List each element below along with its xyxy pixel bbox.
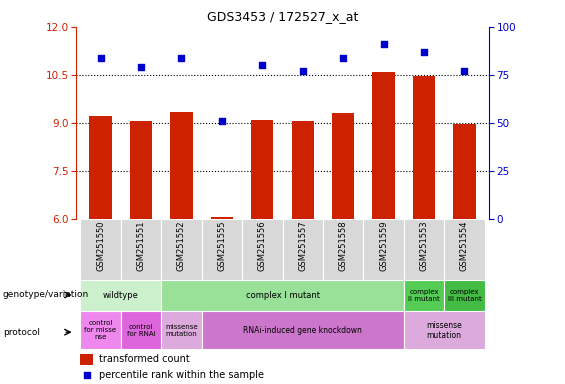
Bar [121,311,161,349]
Bar [332,113,354,219]
Text: missense
mutation: missense mutation [165,324,198,337]
Bar [161,311,202,349]
Point [137,64,146,70]
Text: GDS3453 / 172527_x_at: GDS3453 / 172527_x_at [207,10,358,23]
Text: GSM251555: GSM251555 [218,221,227,271]
Text: transformed count: transformed count [99,354,190,364]
Bar [444,280,485,311]
Bar [372,72,395,219]
Bar [363,219,404,280]
Text: GSM251559: GSM251559 [379,221,388,271]
Bar [444,219,485,280]
Point [419,49,428,55]
Bar [323,219,363,280]
Point [298,68,307,74]
Bar [170,112,193,219]
Bar [161,219,202,280]
Bar [404,219,444,280]
Text: GSM251553: GSM251553 [420,221,428,271]
Text: GSM251552: GSM251552 [177,221,186,271]
Point [379,41,388,47]
Bar [404,280,444,311]
Bar [292,121,314,219]
Bar [413,76,435,219]
Text: wildtype: wildtype [103,291,138,300]
Text: GSM251557: GSM251557 [298,221,307,271]
Point [258,62,267,68]
Point [96,55,105,61]
Text: genotype/variation: genotype/variation [3,290,89,300]
Text: complex
II mutant: complex II mutant [408,289,440,302]
Bar [80,311,121,349]
Point [460,68,469,74]
Text: missense
mutation: missense mutation [427,321,462,340]
Bar [80,219,121,280]
Text: GSM251558: GSM251558 [338,221,347,271]
Bar [121,219,161,280]
Text: control
for misse
nse: control for misse nse [85,320,116,340]
Text: RNAi-induced gene knockdown: RNAi-induced gene knockdown [244,326,362,335]
Point [177,55,186,61]
Text: control
for RNAi: control for RNAi [127,324,155,337]
Text: protocol: protocol [3,328,40,337]
Bar [211,217,233,219]
Bar [202,311,404,349]
Bar [80,280,161,311]
Bar [453,124,476,219]
Text: GSM251550: GSM251550 [96,221,105,271]
Bar [130,121,152,219]
Text: GSM251556: GSM251556 [258,221,267,271]
Text: complex I mutant: complex I mutant [246,291,319,300]
Bar [161,280,404,311]
Point [338,55,347,61]
Point [82,372,91,378]
Bar [251,120,273,219]
Point [218,118,227,124]
Text: complex
III mutant: complex III mutant [447,289,481,302]
Bar [202,219,242,280]
Bar [404,311,485,349]
Text: percentile rank within the sample: percentile rank within the sample [99,370,264,380]
Bar [80,354,93,365]
Bar [282,219,323,280]
Text: GSM251551: GSM251551 [137,221,145,271]
Bar [242,219,282,280]
Text: GSM251554: GSM251554 [460,221,469,271]
Bar [89,116,112,219]
